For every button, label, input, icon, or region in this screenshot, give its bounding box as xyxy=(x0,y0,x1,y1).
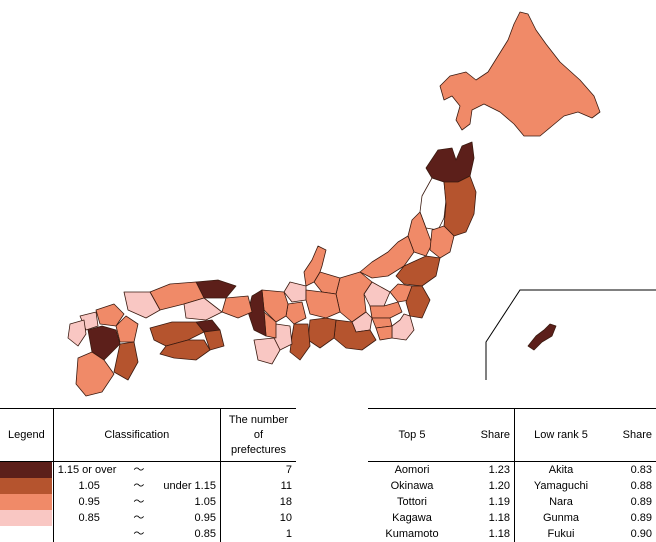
iwate xyxy=(443,175,477,237)
top-name: Tottori xyxy=(397,496,427,508)
legend-low: 1.15 or over xyxy=(52,461,125,478)
legend-swatch xyxy=(0,494,52,510)
ranking-row: Tottori 1.19 Nara 0.89 xyxy=(368,494,656,510)
ranking-row: Kagawa 1.18 Gunma 0.89 xyxy=(368,510,656,526)
legend-high: 0.95 xyxy=(194,512,216,524)
kanagawa xyxy=(375,325,393,341)
top-share: 1.19 xyxy=(488,496,510,508)
kochi xyxy=(159,339,211,361)
top5-header: Top 5 xyxy=(368,408,456,462)
ehime xyxy=(149,321,205,347)
legend-swatch xyxy=(0,462,52,478)
okayama xyxy=(221,295,253,319)
legend-high: under 1.15 xyxy=(163,480,216,492)
miyazaki xyxy=(113,341,139,381)
low-share: 0.83 xyxy=(630,464,652,476)
shiga xyxy=(285,301,307,325)
legend-row: 0.95 〜 1.05 18 xyxy=(0,494,296,510)
legend-count: 11 xyxy=(219,478,296,494)
kagoshima xyxy=(75,351,115,397)
top-share: 1.23 xyxy=(488,464,510,476)
top-share: 1.18 xyxy=(488,528,510,540)
legend-low: 0.95 xyxy=(52,494,125,510)
low-name: Yamaguchi xyxy=(514,478,607,494)
miyagi xyxy=(429,225,455,259)
legend-high: 1.05 xyxy=(194,496,216,508)
yamaguchi xyxy=(123,291,161,319)
chiba xyxy=(391,313,415,341)
legend-count: 7 xyxy=(219,461,296,478)
legend-tilde: 〜 xyxy=(133,528,145,540)
ranking-row: Kumamoto 1.18 Fukui 0.90 xyxy=(368,526,656,542)
classification-header: Classification xyxy=(52,408,221,462)
legend-tilde: 〜 xyxy=(133,480,145,492)
top-share: 1.20 xyxy=(488,480,510,492)
top-name: Kagawa xyxy=(392,512,432,524)
aomori xyxy=(425,141,475,183)
gifu xyxy=(305,289,341,319)
oita xyxy=(115,315,139,343)
legend-tilde: 〜 xyxy=(133,512,145,524)
ranking-row: Aomori 1.23 Akita 0.83 xyxy=(368,461,656,478)
top-share: 1.18 xyxy=(488,512,510,524)
mie xyxy=(289,323,311,361)
hyogo xyxy=(247,289,267,337)
hokkaido xyxy=(439,11,601,137)
legend-row: 〜 0.85 1 xyxy=(0,526,296,542)
wakayama xyxy=(253,337,281,365)
legend-header: Legend xyxy=(0,408,54,462)
nagasaki xyxy=(67,319,87,347)
japan-choropleth-map xyxy=(67,11,656,397)
tochigi xyxy=(389,283,413,303)
legend-high xyxy=(153,462,220,479)
ishikawa xyxy=(303,245,327,287)
legend-low: 0.85 xyxy=(52,510,125,526)
legend-swatch xyxy=(0,478,52,494)
legend-high: 0.85 xyxy=(194,528,216,540)
fukuoka xyxy=(95,303,125,327)
top5-share-header: Share xyxy=(456,408,515,462)
niigata xyxy=(359,235,415,279)
legend-table: Legend Classification The number of pref… xyxy=(0,408,296,542)
legend-count: 10 xyxy=(219,510,296,526)
tokushima xyxy=(203,329,225,351)
low-name: Nara xyxy=(514,494,607,510)
legend-tilde: 〜 xyxy=(133,496,145,508)
legend-count: 18 xyxy=(219,494,296,510)
ibaraki xyxy=(405,285,431,319)
okinawa-inset-frame xyxy=(485,289,656,380)
legend-swatch xyxy=(0,526,52,542)
low-share: 0.90 xyxy=(630,528,652,540)
low5-share-header: Share xyxy=(607,408,656,462)
hiroshima xyxy=(183,297,223,321)
low-share: 0.89 xyxy=(630,512,652,524)
legend-low xyxy=(52,526,125,542)
legend-row: 1.05 〜 under 1.15 11 xyxy=(0,478,296,494)
low-name: Fukui xyxy=(514,526,607,542)
count-header: The number of prefectures xyxy=(219,408,296,462)
okinawa xyxy=(527,323,557,351)
legend-swatch xyxy=(0,510,52,526)
top-name: Okinawa xyxy=(390,480,434,492)
legend-row: 0.85 〜 0.95 10 xyxy=(0,510,296,526)
aichi xyxy=(307,317,337,349)
legend-count: 1 xyxy=(219,526,296,542)
fukushima xyxy=(395,255,441,287)
low-share: 0.88 xyxy=(630,480,652,492)
legend-tilde: 〜 xyxy=(133,464,145,476)
shizuoka xyxy=(333,319,377,351)
low-name: Gunma xyxy=(514,510,607,526)
low5-header: Low rank 5 xyxy=(514,408,607,462)
low-name: Akita xyxy=(514,461,607,478)
top-name: Kumamoto xyxy=(385,528,439,540)
legend-row: 1.15 or over 〜 7 xyxy=(0,461,296,479)
ranking-row: Okinawa 1.20 Yamaguchi 0.88 xyxy=(368,478,656,494)
top-name: Aomori xyxy=(394,464,430,476)
yamagata xyxy=(407,211,433,257)
legend-low: 1.05 xyxy=(52,478,125,494)
ranking-table: Top 5 Share Low rank 5 Share Aomori 1.23… xyxy=(368,408,656,542)
low-share: 0.89 xyxy=(630,496,652,508)
fukui xyxy=(283,281,307,303)
